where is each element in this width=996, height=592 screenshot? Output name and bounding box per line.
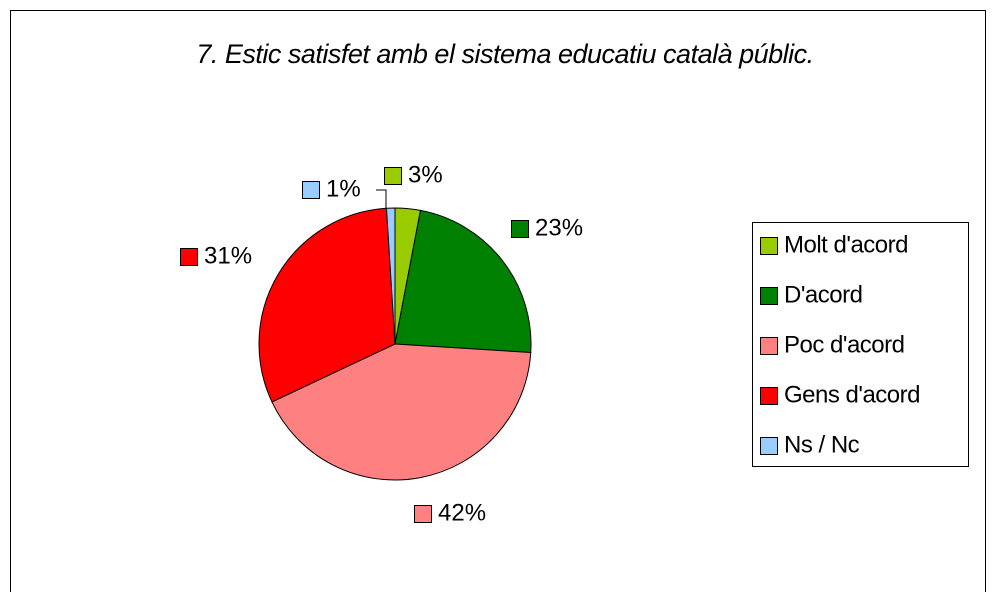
pie-slice (271, 343, 532, 481)
legend-swatch (760, 287, 778, 305)
legend-swatch (760, 337, 778, 355)
legend-label: Molt d'acord (784, 231, 908, 258)
data-label: 42% (438, 499, 486, 526)
legend-swatch (760, 437, 778, 455)
label-swatch (511, 220, 529, 238)
data-label: 3% (408, 161, 443, 188)
data-label: 31% (204, 242, 252, 269)
legend-label: Ns / Nc (784, 431, 860, 458)
legend-label: D'acord (784, 281, 862, 308)
label-swatch (302, 181, 320, 199)
pie-slice (394, 209, 532, 354)
label-swatch (180, 248, 198, 266)
label-swatch (414, 505, 432, 523)
legend-swatch (760, 387, 778, 405)
leader-line (376, 189, 387, 208)
legend-swatch (760, 237, 778, 255)
pie-slice (385, 207, 396, 345)
legend-box (752, 222, 969, 467)
legend-label: Gens d'acord (784, 381, 920, 408)
label-swatch (384, 167, 402, 185)
data-label: 1% (326, 175, 361, 202)
chart-title: 7. Estic satisfet amb el sistema educati… (196, 39, 813, 69)
data-label: 23% (535, 214, 583, 241)
pie-slice (258, 207, 396, 403)
legend-label: Poc d'acord (784, 331, 905, 358)
